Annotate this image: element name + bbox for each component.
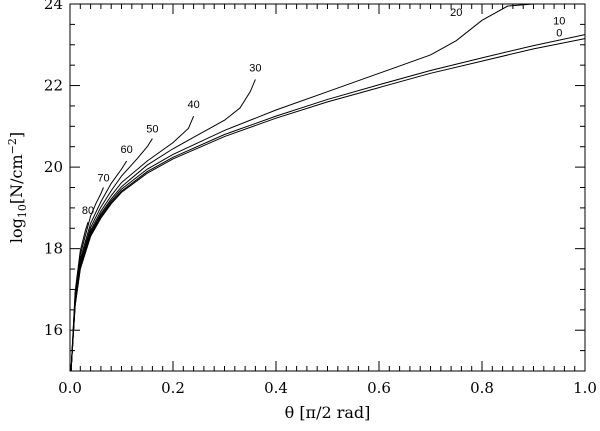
curve-10 [70,34,585,371]
curve-label-10: 10 [553,15,565,27]
x-tick-label: 0.4 [264,379,288,397]
x-tick-label: 0.0 [58,379,82,397]
curve-0 [70,38,585,371]
plot-frame [69,3,586,372]
curve-20 [70,4,534,371]
curve-label-80: 80 [82,205,94,217]
curve-label-40: 40 [187,99,199,111]
y-tick-label: 22 [44,77,63,95]
curves [70,4,585,371]
curve-label-30: 30 [249,62,261,74]
x-tick-label: 0.8 [470,379,494,397]
curve-label-0: 0 [556,28,562,40]
x-tick-label: 1.0 [573,379,597,397]
curve-80 [70,222,89,371]
x-tick-label: 0.6 [367,379,391,397]
curve-label-20: 20 [450,7,462,19]
curve-30 [70,79,256,371]
y-tick-label: 20 [44,158,63,176]
curve-label-60: 60 [121,144,133,156]
x-axis-label: θ [π/2 rad] [285,403,371,422]
y-tick-label: 24 [44,0,63,13]
x-tick-label: 0.2 [161,379,185,397]
y-axis-label: log10[N/cm−2] [6,132,29,243]
y-tick-label: 18 [44,240,63,258]
y-tick-label: 16 [44,321,63,339]
curve-label-70: 70 [97,172,109,184]
curve-label-50: 50 [146,123,158,135]
